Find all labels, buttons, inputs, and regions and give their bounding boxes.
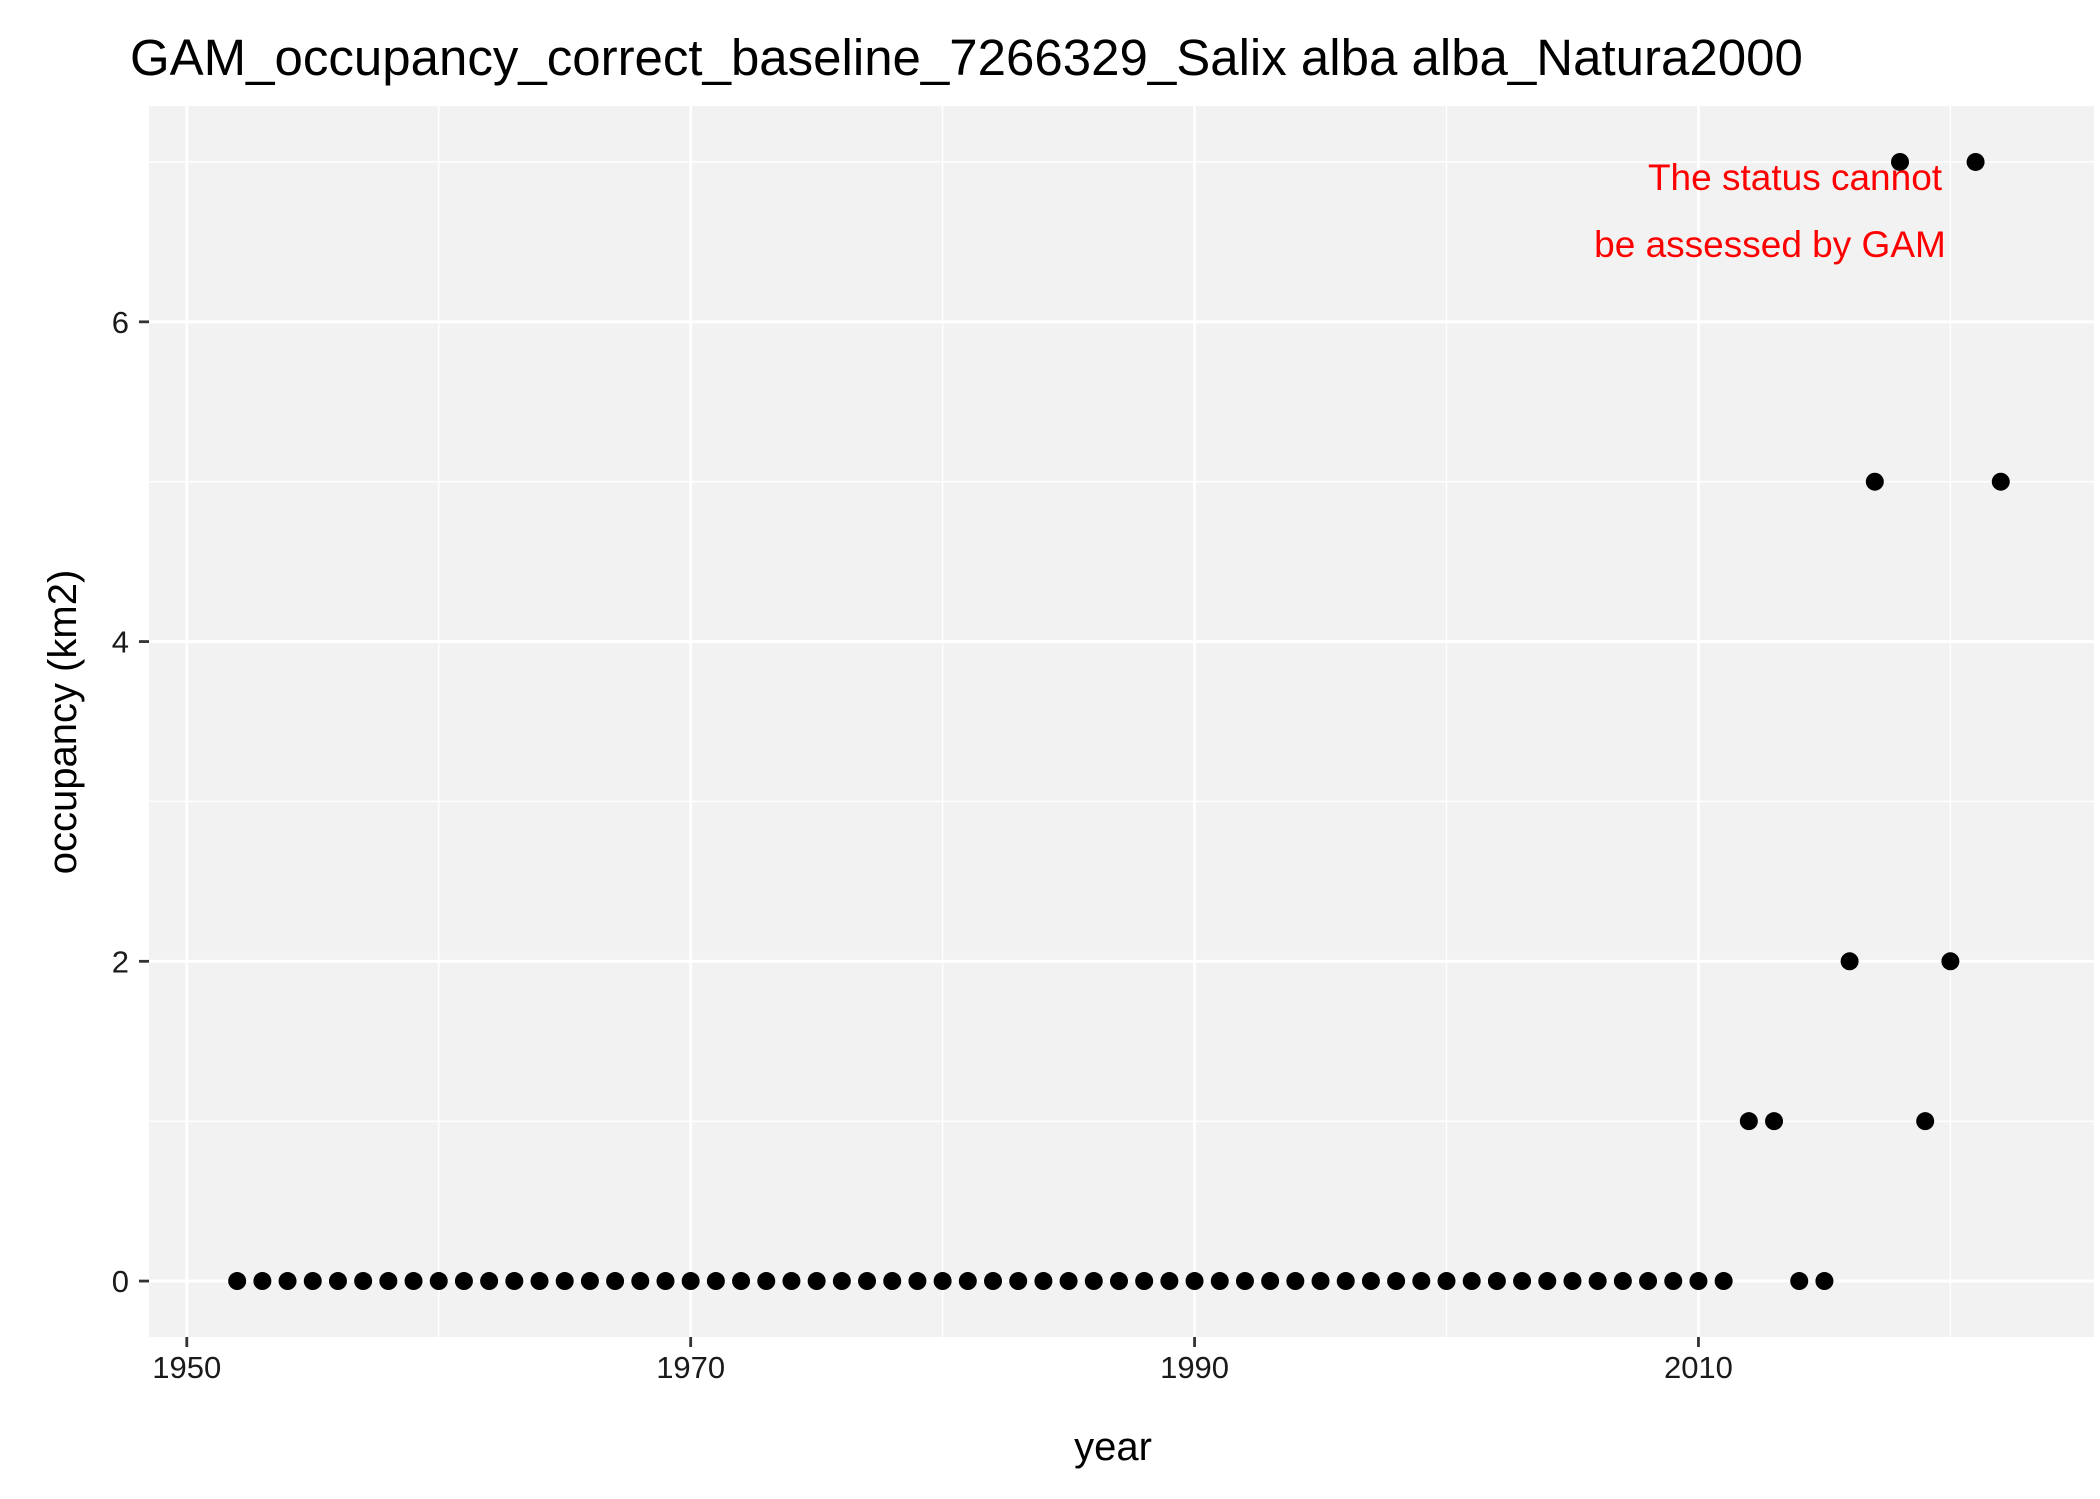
- data-point-1960: [429, 1272, 448, 1291]
- data-point-2018: [1891, 152, 1910, 171]
- x-tick-label-2010: 2010: [1664, 1350, 1733, 1385]
- data-point-1998: [1387, 1272, 1406, 1291]
- data-point-2002: [1487, 1272, 1506, 1291]
- data-point-1957: [354, 1272, 373, 1291]
- y-tick-label-0: 0: [112, 1264, 129, 1299]
- data-point-1985: [1059, 1272, 1078, 1291]
- data-point-1954: [278, 1272, 297, 1291]
- data-point-1964: [530, 1272, 549, 1291]
- data-point-1994: [1286, 1272, 1305, 1291]
- data-point-1955: [303, 1272, 322, 1291]
- data-point-2014: [1790, 1272, 1809, 1291]
- data-point-1967: [606, 1272, 625, 1291]
- data-point-1982: [984, 1272, 1003, 1291]
- data-point-1974: [782, 1272, 801, 1291]
- data-point-1986: [1084, 1272, 1103, 1291]
- data-point-2017: [1865, 472, 1884, 491]
- data-point-2005: [1563, 1272, 1582, 1291]
- data-point-1999: [1412, 1272, 1431, 1291]
- data-point-1978: [883, 1272, 902, 1291]
- data-point-1965: [555, 1272, 574, 1291]
- data-point-2021: [1966, 152, 1985, 171]
- data-point-2022: [1991, 472, 2010, 491]
- data-point-1958: [379, 1272, 398, 1291]
- data-point-1973: [757, 1272, 776, 1291]
- data-point-1991: [1210, 1272, 1229, 1291]
- data-point-1988: [1135, 1272, 1154, 1291]
- data-point-1979: [908, 1272, 927, 1291]
- data-points: [228, 152, 2010, 1291]
- x-tick-label-1950: 1950: [152, 1350, 221, 1385]
- y-tick-label-2: 2: [112, 944, 129, 979]
- data-point-2020: [1941, 952, 1960, 971]
- data-point-1977: [858, 1272, 877, 1291]
- x-axis-title: year: [1074, 1425, 1152, 1469]
- data-point-1968: [631, 1272, 650, 1291]
- data-point-1992: [1235, 1272, 1254, 1291]
- data-point-1956: [328, 1272, 347, 1291]
- annotation-line-1: The status cannot: [1648, 157, 1943, 198]
- status-annotation: The status cannot be assessed by GAM: [1594, 157, 1946, 265]
- data-point-2019: [1916, 1112, 1935, 1131]
- data-point-2016: [1840, 952, 1859, 971]
- data-point-2015: [1815, 1272, 1834, 1291]
- grid-minor: [149, 106, 2094, 1337]
- data-point-1987: [1109, 1272, 1128, 1291]
- data-point-1996: [1336, 1272, 1355, 1291]
- data-point-1971: [706, 1272, 725, 1291]
- data-point-2001: [1462, 1272, 1481, 1291]
- x-tick-label-1990: 1990: [1160, 1350, 1229, 1385]
- data-point-1962: [480, 1272, 499, 1291]
- data-point-1953: [253, 1272, 272, 1291]
- data-point-2009: [1664, 1272, 1683, 1291]
- data-point-2012: [1739, 1112, 1758, 1131]
- data-point-1975: [807, 1272, 826, 1291]
- data-point-1993: [1261, 1272, 1280, 1291]
- data-point-1995: [1311, 1272, 1330, 1291]
- plot-panel: [149, 106, 2094, 1337]
- data-point-1952: [228, 1272, 247, 1291]
- y-tick-label-4: 4: [112, 625, 129, 660]
- data-point-2000: [1437, 1272, 1456, 1291]
- data-point-1980: [933, 1272, 952, 1291]
- data-point-2013: [1765, 1112, 1784, 1131]
- data-point-2006: [1588, 1272, 1607, 1291]
- data-point-1989: [1160, 1272, 1179, 1291]
- data-point-1990: [1185, 1272, 1204, 1291]
- axis-ticks: [139, 320, 1700, 1347]
- data-point-2007: [1613, 1272, 1632, 1291]
- data-point-1963: [505, 1272, 524, 1291]
- data-point-1961: [454, 1272, 473, 1291]
- data-point-2010: [1689, 1272, 1708, 1291]
- data-point-1970: [681, 1272, 700, 1291]
- data-point-1984: [1034, 1272, 1053, 1291]
- tick-labels: 1950 1970 1990 2010 0 2 4 6: [112, 305, 1733, 1385]
- annotation-line-2: be assessed by GAM: [1594, 224, 1946, 265]
- data-point-1983: [1009, 1272, 1028, 1291]
- chart-title: GAM_occupancy_correct_baseline_7266329_S…: [130, 29, 1803, 86]
- data-point-1976: [832, 1272, 851, 1291]
- data-point-1972: [732, 1272, 751, 1291]
- data-point-2003: [1513, 1272, 1532, 1291]
- x-tick-label-1970: 1970: [656, 1350, 725, 1385]
- data-point-1981: [958, 1272, 977, 1291]
- data-point-2011: [1714, 1272, 1733, 1291]
- data-point-1966: [580, 1272, 599, 1291]
- data-point-1969: [656, 1272, 675, 1291]
- data-point-2004: [1538, 1272, 1557, 1291]
- data-point-1997: [1361, 1272, 1380, 1291]
- data-point-1959: [404, 1272, 423, 1291]
- y-axis-title: occupancy (km2): [41, 570, 85, 875]
- data-point-2008: [1639, 1272, 1658, 1291]
- y-tick-label-6: 6: [112, 305, 129, 340]
